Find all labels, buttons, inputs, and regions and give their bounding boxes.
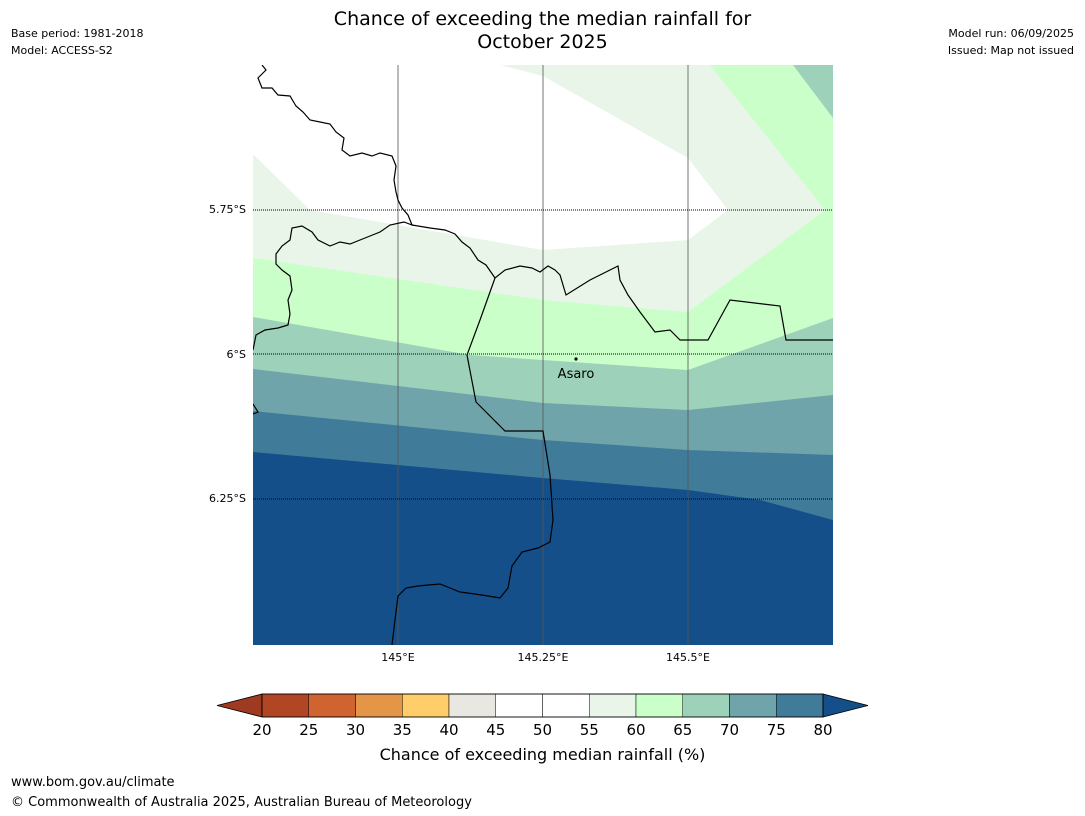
colorbar-segment bbox=[495, 693, 543, 718]
footer-copyright: © Commonwealth of Australia 2025, Austra… bbox=[11, 795, 472, 810]
province-boundary-edge bbox=[253, 403, 259, 415]
colorbar-segment bbox=[261, 693, 309, 718]
colorbar-segment bbox=[729, 693, 777, 718]
lon-label-145-5: 145.5°E bbox=[666, 651, 710, 664]
colorbar-tick-label: 30 bbox=[346, 721, 365, 739]
colorbar-over-arrow bbox=[822, 693, 869, 718]
map-title: Chance of exceeding the median rainfall … bbox=[0, 8, 1085, 54]
province-boundary-central bbox=[411, 224, 833, 341]
colorbar-tick-label: 35 bbox=[393, 721, 412, 739]
lat-label-5-75: 5.75°S bbox=[209, 203, 246, 216]
colorbar-tick-label: 50 bbox=[533, 721, 552, 739]
colorbar-tick-label: 20 bbox=[252, 721, 271, 739]
colorbar-tick-label: 40 bbox=[439, 721, 458, 739]
colorbar-segment bbox=[682, 693, 730, 718]
colorbar-segment bbox=[355, 693, 403, 718]
colorbar-tick-label: 55 bbox=[580, 721, 599, 739]
map-title-line1: Chance of exceeding the median rainfall … bbox=[333, 8, 752, 30]
meta-right: Model run: 06/09/2025 Issued: Map not is… bbox=[948, 25, 1074, 59]
meta-left: Base period: 1981-2018 Model: ACCESS-S2 bbox=[11, 25, 143, 59]
colorbar-tick-label: 25 bbox=[299, 721, 318, 739]
colorbar-tick-label: 75 bbox=[767, 721, 786, 739]
lat-label-6-25: 6.25°S bbox=[209, 492, 246, 505]
colorbar-segment bbox=[448, 693, 496, 718]
base-period: Base period: 1981-2018 bbox=[11, 27, 144, 40]
lon-label-145-25: 145.25°E bbox=[518, 651, 569, 664]
colorbar-tick-label: 65 bbox=[673, 721, 692, 739]
colorbar-segment bbox=[635, 693, 683, 718]
colorbar-segment bbox=[542, 693, 590, 718]
map-title-line2: October 2025 bbox=[477, 31, 608, 53]
colorbar-tick-label: 60 bbox=[626, 721, 645, 739]
place-label-asaro: Asaro bbox=[558, 367, 595, 382]
lat-label-6: 6°S bbox=[227, 348, 246, 361]
colorbar-segment bbox=[308, 693, 356, 718]
footer-url[interactable]: www.bom.gov.au/climate bbox=[11, 775, 175, 790]
colorbar-tick-label: 80 bbox=[813, 721, 832, 739]
colorbar-tick-label: 45 bbox=[486, 721, 505, 739]
colorbar-frame bbox=[261, 693, 824, 718]
place-marker-asaro bbox=[574, 357, 578, 361]
colorbar-segment bbox=[402, 693, 450, 718]
colorbar-segment bbox=[589, 693, 637, 718]
model-name: Model: ACCESS-S2 bbox=[11, 44, 113, 57]
colorbar-under-arrow bbox=[216, 693, 263, 718]
lon-label-145: 145°E bbox=[381, 651, 414, 664]
colorbar: 20 25 30 35 40 45 50 55 60 65 70 75 80 bbox=[216, 693, 869, 739]
colorbar-tick-label: 70 bbox=[720, 721, 739, 739]
issued-status: Issued: Map not issued bbox=[947, 44, 1074, 57]
map-panel bbox=[253, 65, 833, 645]
province-boundary-south bbox=[391, 277, 554, 645]
model-run: Model run: 06/09/2025 bbox=[948, 27, 1074, 40]
colorbar-title: Chance of exceeding median rainfall (%) bbox=[379, 745, 706, 764]
colorbar-segment bbox=[776, 693, 824, 718]
